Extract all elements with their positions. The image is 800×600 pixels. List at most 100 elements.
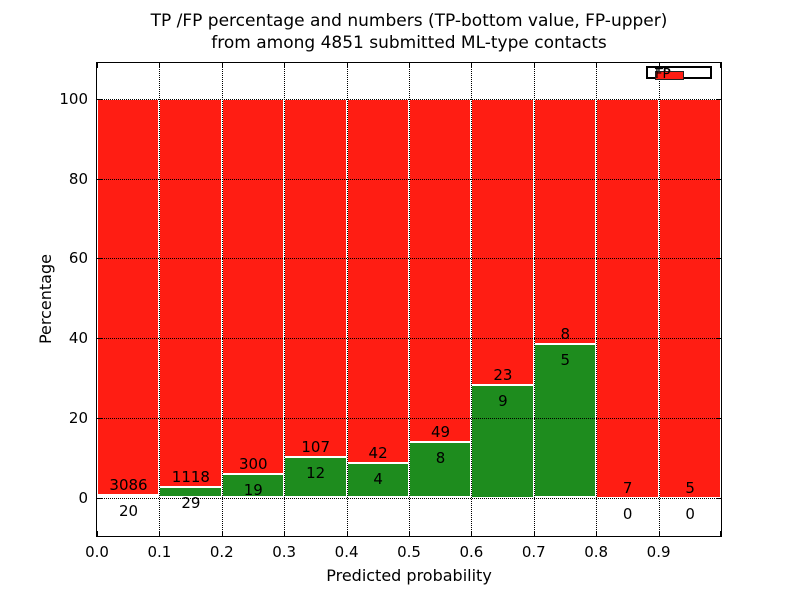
x-tick-mark [409, 531, 410, 536]
y-tick-label: 40 [68, 329, 88, 348]
x-tick-label: 0.3 [272, 543, 297, 561]
gridline-vertical [471, 63, 473, 536]
y-tick-label: 80 [68, 169, 88, 188]
gridline-vertical [159, 63, 161, 536]
y-tick-label: 20 [68, 408, 88, 427]
x-tick-mark [533, 531, 535, 536]
annotation-tp-count: 4 [373, 469, 383, 488]
gridline-horizontal [97, 338, 721, 340]
y-tick-mark-right [716, 99, 721, 100]
bar-segment-fp [471, 99, 534, 386]
y-tick-mark [97, 99, 102, 100]
x-tick-label: 0.7 [521, 543, 546, 561]
bar-segment-fp [159, 99, 222, 488]
annotation-tp-count: 8 [435, 448, 446, 467]
x-tick-mark [346, 531, 348, 536]
x-tick-mark [720, 531, 721, 536]
bar-segment-fp [284, 99, 347, 458]
x-tick-mark-top [284, 63, 286, 68]
x-tick-mark-top [471, 63, 473, 68]
annotation-tp-count: 5 [560, 351, 571, 370]
bar-segment-tp [97, 494, 160, 498]
annotation-fp-count: 42 [368, 443, 388, 462]
gridline-horizontal [97, 417, 721, 419]
gridline-horizontal [97, 258, 721, 260]
y-tick-label: 60 [68, 249, 88, 268]
gridline-horizontal [97, 497, 721, 499]
bar-segment-fp [658, 99, 721, 498]
x-tick-label: 0.9 [646, 543, 671, 561]
x-tick-mark [596, 531, 598, 536]
gridline-vertical [221, 63, 223, 536]
fp-legend-label: FP [655, 67, 671, 82]
x-tick-mark-top [221, 63, 223, 68]
x-axis-label: Predicted probability [326, 566, 492, 585]
gridline-vertical [533, 63, 535, 536]
bar-segment-tp [471, 385, 534, 498]
annotation-fp-count: 107 [301, 438, 330, 457]
annotation-fp-count: 5 [685, 478, 695, 497]
annotation-tp-count: 12 [306, 464, 326, 483]
y-tick-mark [97, 338, 102, 340]
annotation-tp-count: 19 [243, 480, 263, 499]
gridline-vertical [284, 63, 286, 536]
x-tick-mark [159, 531, 161, 536]
y-tick-mark-right [716, 417, 721, 419]
annotation-tp-count: 20 [118, 501, 139, 520]
bar-segment-fp [221, 99, 285, 474]
annotation-fp-count: 8 [560, 325, 571, 344]
y-tick-mark [97, 497, 102, 499]
x-tick-mark-top [658, 63, 660, 68]
chart-title-line1: TP /FP percentage and numbers (TP-bottom… [150, 11, 668, 31]
x-tick-label: 0.5 [397, 543, 421, 561]
y-tick-mark [97, 417, 102, 419]
legend: TP FP [646, 66, 712, 82]
annotation-fp-count: 300 [238, 454, 268, 473]
x-tick-mark [658, 531, 660, 536]
x-tick-label: 0.1 [147, 543, 172, 561]
y-tick-mark [97, 258, 102, 260]
fp-legend-swatch-icon [655, 70, 684, 80]
x-tick-mark-top [409, 63, 410, 68]
annotation-tp-count: 0 [685, 504, 695, 523]
x-tick-mark-top [346, 63, 348, 68]
x-tick-mark [471, 531, 473, 536]
gridline-horizontal [97, 99, 721, 100]
y-tick-label: 100 [59, 90, 88, 108]
x-tick-mark-top [97, 63, 98, 68]
x-tick-mark [221, 531, 223, 536]
x-tick-label: 0.2 [209, 543, 234, 561]
x-tick-mark-top [533, 63, 535, 68]
gridline-vertical [346, 63, 348, 536]
bar-segment-fp [346, 99, 409, 463]
plot-area: TP FP 3086 20 1118 29 300 19 107 12 42 4 49 8 23 9 8 5 7… [96, 62, 722, 537]
bar-segment-fp [533, 99, 597, 345]
gridline-vertical [596, 63, 598, 536]
y-tick-mark-right [716, 338, 721, 340]
gridline-horizontal [97, 178, 721, 180]
annotation-tp-count: 0 [622, 504, 633, 523]
x-tick-mark-top [720, 63, 721, 68]
annotation-fp-count: 49 [430, 422, 451, 441]
annotation-fp-count: 1118 [171, 468, 210, 487]
chart-title: TP /FP percentage and numbers (TP-bottom… [96, 10, 722, 54]
y-tick-label: 0 [78, 488, 88, 507]
y-tick-mark-right [716, 178, 721, 180]
x-tick-mark [284, 531, 286, 536]
bar-segment-fp [97, 99, 160, 495]
x-tick-mark-top [596, 63, 598, 68]
x-tick-mark [97, 531, 98, 536]
gridline-vertical [658, 63, 660, 536]
y-tick-mark-right [716, 497, 721, 499]
y-axis-label: Percentage [36, 254, 55, 345]
bar-segment-fp [409, 99, 472, 442]
annotation-fp-count: 3086 [109, 475, 148, 494]
annotation-tp-count: 29 [181, 494, 201, 513]
chart-title-line2: from among 4851 submitted ML-type contac… [211, 33, 607, 53]
x-tick-label: 0.6 [459, 543, 484, 561]
x-tick-label: 0.8 [584, 543, 609, 561]
annotation-tp-count: 9 [498, 392, 508, 411]
y-tick-mark-right [716, 258, 721, 260]
annotation-fp-count: 23 [493, 366, 513, 385]
